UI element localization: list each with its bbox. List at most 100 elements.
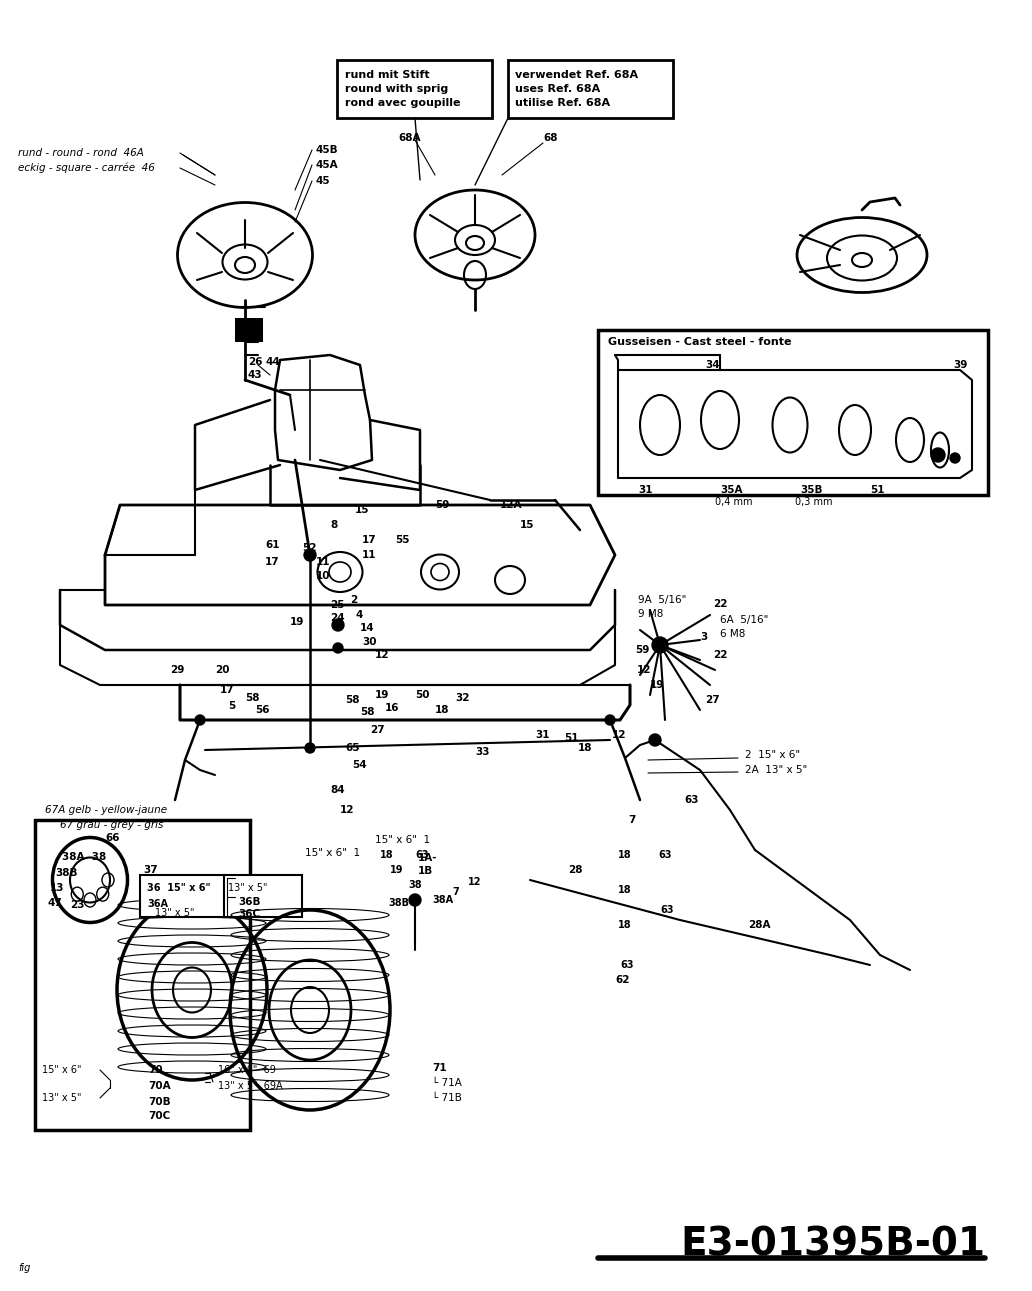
Text: 12: 12 bbox=[375, 649, 389, 660]
Text: └ 71B: └ 71B bbox=[432, 1093, 462, 1103]
Text: 23: 23 bbox=[70, 900, 85, 910]
Text: 29: 29 bbox=[170, 665, 185, 675]
Text: 71: 71 bbox=[432, 1062, 447, 1073]
Text: 70A: 70A bbox=[148, 1081, 170, 1091]
Text: 27: 27 bbox=[705, 695, 719, 705]
Bar bbox=[598, 330, 988, 494]
Text: 16: 16 bbox=[385, 704, 399, 713]
Text: 19: 19 bbox=[290, 617, 304, 627]
Circle shape bbox=[931, 448, 945, 462]
Text: 20: 20 bbox=[215, 665, 229, 675]
Circle shape bbox=[332, 618, 344, 631]
Text: 15" x 6"  1: 15" x 6" 1 bbox=[305, 848, 360, 859]
Text: 58: 58 bbox=[245, 693, 259, 704]
Text: E3-01395B-01: E3-01395B-01 bbox=[680, 1226, 985, 1264]
Text: 13" x 5": 13" x 5" bbox=[42, 1093, 82, 1103]
Text: 45: 45 bbox=[315, 176, 329, 186]
Text: 18: 18 bbox=[578, 744, 592, 753]
Circle shape bbox=[652, 636, 668, 653]
Text: 59: 59 bbox=[635, 646, 649, 655]
Bar bbox=[235, 318, 263, 342]
Text: 63: 63 bbox=[658, 849, 672, 860]
Text: 10: 10 bbox=[316, 571, 330, 581]
Text: 9 M8: 9 M8 bbox=[638, 609, 664, 618]
Text: 35B: 35B bbox=[800, 485, 823, 494]
Text: 43: 43 bbox=[248, 371, 262, 380]
Text: 63: 63 bbox=[620, 961, 634, 970]
Text: 70: 70 bbox=[148, 1065, 163, 1075]
Text: 33: 33 bbox=[475, 747, 489, 757]
Text: 11: 11 bbox=[316, 556, 330, 567]
Text: 13" x 5"  69A: 13" x 5" 69A bbox=[218, 1081, 283, 1091]
Text: 17: 17 bbox=[362, 534, 377, 545]
Text: 28A: 28A bbox=[748, 920, 771, 930]
Text: 67A gelb - yellow-jaune: 67A gelb - yellow-jaune bbox=[45, 806, 167, 815]
Text: 31: 31 bbox=[638, 485, 652, 494]
Text: 5: 5 bbox=[228, 701, 235, 711]
Text: 19: 19 bbox=[390, 865, 404, 875]
Text: 1B: 1B bbox=[418, 866, 433, 877]
Text: 58: 58 bbox=[345, 695, 359, 705]
Text: 3: 3 bbox=[700, 633, 707, 642]
Text: 18: 18 bbox=[436, 705, 450, 715]
Circle shape bbox=[649, 735, 662, 746]
Text: 63: 63 bbox=[660, 905, 674, 915]
Text: 31: 31 bbox=[535, 729, 549, 740]
Text: 67 grau - grey - gris: 67 grau - grey - gris bbox=[60, 820, 163, 830]
Text: 7: 7 bbox=[452, 887, 459, 897]
Text: 0,3 mm: 0,3 mm bbox=[795, 497, 833, 507]
Text: 13" x 5": 13" x 5" bbox=[155, 908, 194, 918]
Text: round with sprig: round with sprig bbox=[345, 84, 448, 94]
Circle shape bbox=[333, 643, 343, 653]
Circle shape bbox=[305, 744, 315, 753]
Text: uses Ref. 68A: uses Ref. 68A bbox=[515, 84, 601, 94]
Bar bbox=[508, 59, 673, 117]
Text: └ 71A: └ 71A bbox=[432, 1078, 462, 1088]
Text: 18: 18 bbox=[618, 886, 632, 895]
Text: 24: 24 bbox=[330, 613, 345, 624]
Text: 36C: 36C bbox=[238, 909, 260, 919]
Text: 70B: 70B bbox=[148, 1097, 170, 1106]
Text: utilise Ref. 68A: utilise Ref. 68A bbox=[515, 98, 610, 108]
Text: 37: 37 bbox=[143, 865, 158, 875]
Text: 38A: 38A bbox=[432, 895, 453, 905]
Text: Gusseisen - Cast steel - fonte: Gusseisen - Cast steel - fonte bbox=[608, 337, 792, 347]
Text: 6A  5/16": 6A 5/16" bbox=[720, 615, 769, 625]
Text: 50: 50 bbox=[415, 689, 429, 700]
Text: verwendet Ref. 68A: verwendet Ref. 68A bbox=[515, 70, 638, 80]
Text: 45A: 45A bbox=[315, 160, 337, 170]
Text: 17: 17 bbox=[265, 556, 280, 567]
Text: 18: 18 bbox=[618, 849, 632, 860]
Text: rond avec goupille: rond avec goupille bbox=[345, 98, 460, 108]
Text: 12: 12 bbox=[467, 877, 482, 887]
Circle shape bbox=[950, 453, 960, 463]
Text: 51: 51 bbox=[565, 733, 579, 744]
Text: 25: 25 bbox=[330, 600, 345, 611]
Text: 38B: 38B bbox=[388, 899, 409, 908]
Text: 28: 28 bbox=[568, 865, 582, 875]
Text: 47: 47 bbox=[49, 899, 63, 908]
Text: 6 M8: 6 M8 bbox=[720, 629, 745, 639]
Text: 17: 17 bbox=[220, 686, 234, 695]
Text: 36B: 36B bbox=[238, 897, 260, 908]
Text: 15" x 6"  1: 15" x 6" 1 bbox=[375, 835, 430, 846]
Text: 12A: 12A bbox=[499, 500, 522, 510]
Text: 9A  5/16": 9A 5/16" bbox=[638, 595, 686, 605]
Text: 8: 8 bbox=[330, 520, 337, 531]
Circle shape bbox=[195, 715, 205, 726]
Text: 13: 13 bbox=[50, 883, 64, 893]
Text: 58: 58 bbox=[360, 707, 375, 717]
Circle shape bbox=[605, 715, 615, 726]
Text: 65: 65 bbox=[345, 744, 359, 753]
Text: 51: 51 bbox=[870, 485, 884, 494]
Text: 1A-: 1A- bbox=[418, 853, 438, 862]
Text: 34: 34 bbox=[705, 360, 719, 371]
Text: 56: 56 bbox=[255, 705, 269, 715]
Text: 36  15" x 6": 36 15" x 6" bbox=[147, 883, 211, 893]
Text: 30: 30 bbox=[362, 636, 377, 647]
Circle shape bbox=[304, 549, 316, 562]
Text: 55: 55 bbox=[395, 534, 410, 545]
Text: 15: 15 bbox=[355, 505, 369, 515]
Text: 18: 18 bbox=[380, 849, 393, 860]
Text: 32: 32 bbox=[455, 693, 470, 704]
